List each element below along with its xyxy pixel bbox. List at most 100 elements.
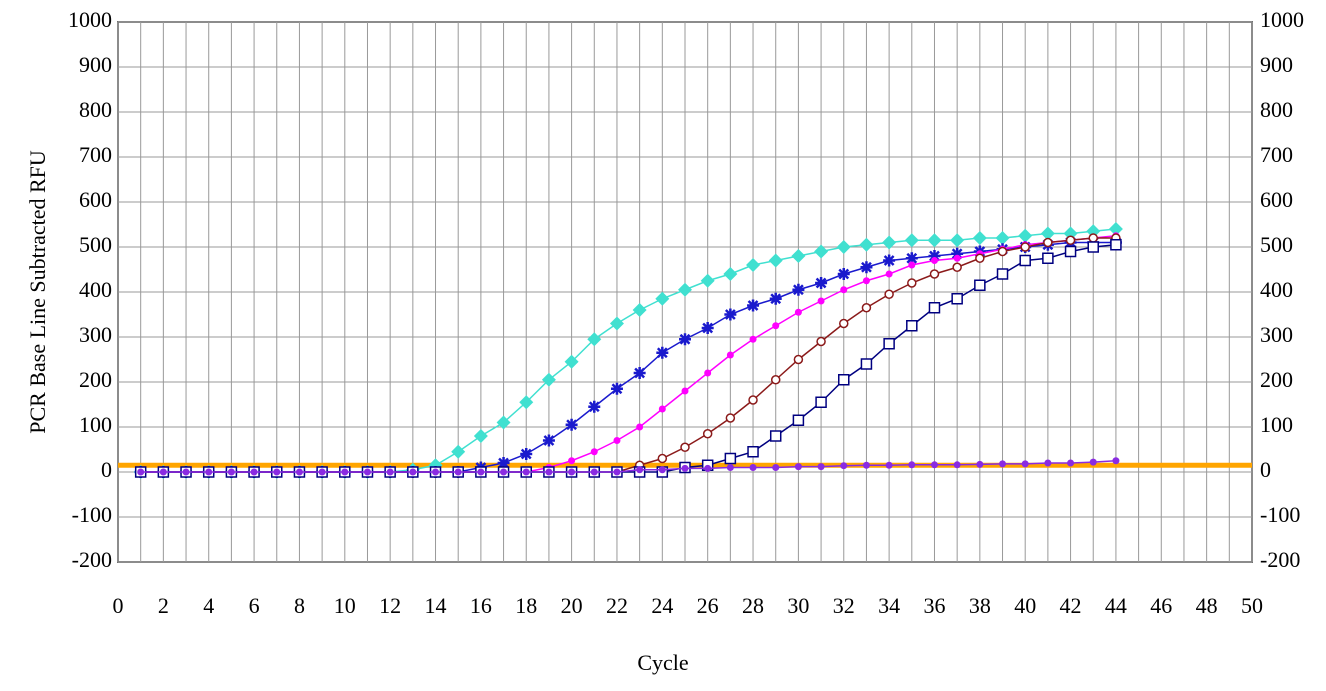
point [951, 247, 964, 260]
point [974, 279, 986, 291]
point [1110, 239, 1122, 251]
point [885, 270, 893, 278]
y-tick-label: 100 [79, 412, 112, 437]
point [632, 303, 647, 317]
y-tick-label-right: 0 [1260, 457, 1271, 482]
x-tick-label: 34 [878, 593, 900, 618]
point [746, 258, 761, 272]
point [929, 269, 940, 279]
point [815, 396, 827, 408]
x-tick-label: 14 [425, 593, 447, 618]
point [859, 237, 874, 252]
point [568, 468, 576, 476]
point [725, 413, 736, 423]
point [723, 267, 738, 281]
point [636, 466, 644, 474]
point [704, 464, 712, 472]
y-tick-label: 600 [79, 187, 112, 212]
point [273, 468, 281, 476]
point [1088, 233, 1098, 243]
point [772, 464, 780, 471]
point [839, 318, 849, 329]
point [972, 231, 987, 245]
point [386, 468, 394, 476]
point [747, 446, 759, 458]
series-line [140, 460, 1116, 473]
point [1044, 459, 1052, 467]
point [953, 461, 961, 469]
point [680, 442, 690, 452]
point [656, 346, 669, 359]
point [791, 249, 806, 263]
x-tick-label: 46 [1150, 593, 1172, 618]
point [565, 418, 578, 431]
point [861, 303, 872, 313]
point [704, 369, 712, 377]
point [862, 277, 870, 285]
y-tick-label-right: -100 [1260, 502, 1300, 527]
point [793, 354, 804, 365]
point [679, 333, 691, 346]
point [1021, 460, 1029, 468]
y-tick-label-right: -200 [1260, 547, 1300, 572]
point [816, 336, 826, 347]
y-tick-label: 200 [79, 367, 112, 392]
x-tick-label: 24 [651, 593, 673, 618]
point [836, 240, 851, 254]
point [862, 461, 870, 469]
point [700, 273, 715, 288]
point [724, 452, 737, 465]
point [1063, 226, 1078, 241]
point [997, 246, 1008, 257]
point [496, 415, 511, 430]
y-tick-label-right: 800 [1260, 97, 1293, 122]
x-tick-label: 38 [969, 593, 991, 618]
point [975, 253, 985, 263]
y-axis-label: PCR Base Line Subtracted RFU [25, 150, 50, 434]
point [792, 414, 805, 426]
x-tick-label: 18 [515, 593, 537, 618]
point [609, 316, 624, 331]
point [636, 423, 644, 431]
x-tick-label: 28 [742, 593, 764, 618]
point [681, 464, 689, 472]
point [613, 437, 621, 444]
point [658, 466, 666, 474]
x-tick-label: 6 [249, 593, 260, 618]
x-tick-label: 44 [1105, 593, 1127, 618]
point [658, 405, 666, 413]
point [838, 374, 850, 386]
x-tick-label: 2 [158, 593, 169, 618]
x-tick-label: 32 [833, 593, 855, 618]
x-axis-label: Cycle [637, 650, 688, 675]
point [953, 254, 961, 262]
point [497, 457, 510, 469]
point [613, 468, 621, 476]
point [999, 460, 1007, 468]
point [409, 468, 417, 476]
point [702, 429, 713, 439]
point [473, 429, 488, 443]
point [522, 468, 530, 476]
point [908, 261, 916, 269]
point [769, 430, 782, 442]
point [770, 375, 781, 385]
point [747, 299, 760, 312]
point [996, 268, 1009, 280]
point [182, 468, 190, 476]
point [951, 293, 963, 305]
point [318, 468, 326, 476]
y-tick-label-right: 600 [1260, 187, 1293, 212]
point [952, 262, 962, 272]
point [906, 320, 918, 332]
point [792, 283, 805, 296]
x-tick-label: 42 [1060, 593, 1082, 618]
point [610, 382, 623, 395]
point [1020, 242, 1030, 252]
point [520, 448, 533, 460]
x-tick-label: 0 [113, 593, 124, 618]
point [295, 468, 303, 476]
point [883, 338, 895, 350]
point [1043, 237, 1053, 248]
